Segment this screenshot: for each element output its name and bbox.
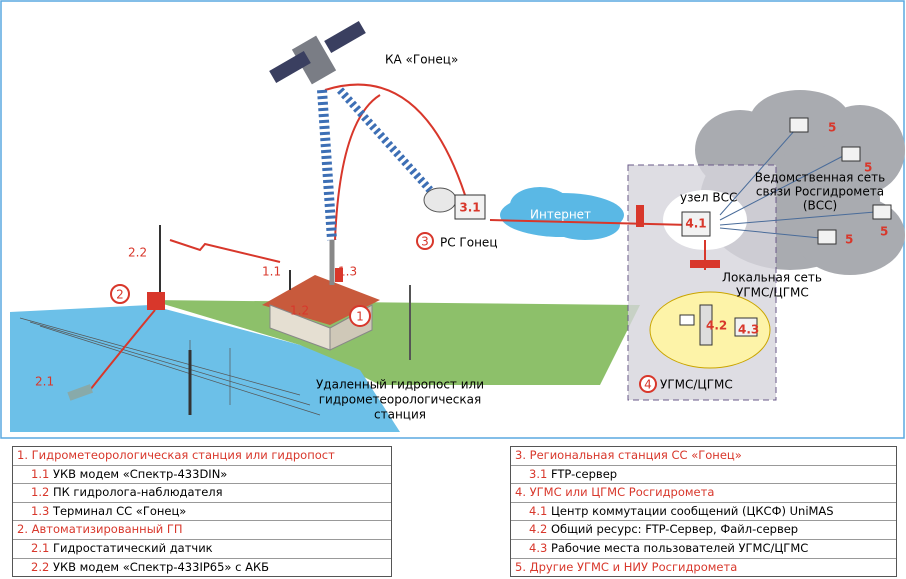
legend-row: 4.2 Общий ресурс: FTP-Сервер, Файл-серве… bbox=[511, 521, 896, 540]
callout: 4.1 bbox=[685, 217, 706, 231]
badge: 4 bbox=[644, 378, 652, 392]
legend-num: 5. bbox=[515, 560, 526, 574]
legend-left: 1. Гидрометеорологическая станция или ги… bbox=[12, 446, 392, 577]
legend-row: 2.1 Гидростатический датчик bbox=[13, 540, 391, 559]
diagram: КА «Гонец» Интернет 3 РС Гонец 3.1 узел … bbox=[0, 0, 906, 440]
legend-num: 4.3 bbox=[529, 541, 547, 555]
legend-text: FTP-сервер bbox=[551, 467, 617, 481]
callout: 1.1 bbox=[262, 265, 281, 279]
page: КА «Гонец» Интернет 3 РС Гонец 3.1 узел … bbox=[0, 0, 906, 579]
legend-num: 4. bbox=[515, 485, 526, 499]
legend-text: Гидрометеорологическая станция или гидро… bbox=[32, 448, 335, 462]
legend-row: 5. Другие УГМС и НИУ Росгидромета bbox=[511, 559, 896, 577]
peer-label: 5 bbox=[880, 225, 888, 239]
peer-label: 5 bbox=[828, 121, 836, 135]
callout: 4.2 bbox=[706, 319, 727, 333]
peer-label: 5 bbox=[845, 233, 853, 247]
switch bbox=[690, 260, 720, 268]
legend-text: Другие УГМС и НИУ Росгидромета bbox=[530, 560, 738, 574]
legend-text: УКВ модем «Спектр-433IP65» с АКБ bbox=[53, 560, 269, 574]
satellite bbox=[269, 21, 366, 84]
legend-num: 1.2 bbox=[31, 485, 49, 499]
wan-label: связи Росгидромета bbox=[756, 185, 884, 199]
legend-text: Рабочие места пользователей УГМС/ЦГМС bbox=[551, 541, 808, 555]
peer-label: 5 bbox=[864, 161, 872, 175]
site-caption: гидрометеорологическая bbox=[319, 393, 481, 407]
legend-row: 3.1 FTP-сервер bbox=[511, 466, 896, 485]
legend-text: Гидростатический датчик bbox=[53, 541, 213, 555]
modem-box bbox=[147, 292, 165, 310]
callout: 3.1 bbox=[459, 201, 480, 215]
callout: 2.2 bbox=[128, 246, 147, 260]
legend-num: 4.1 bbox=[529, 504, 547, 518]
legend-num: 1.3 bbox=[31, 504, 49, 518]
legend-text: Общий ресурс: FTP-Сервер, Файл-сервер bbox=[551, 522, 798, 536]
station-label: РС Гонец bbox=[440, 236, 498, 250]
legend-row: 1. Гидрометеорологическая станция или ги… bbox=[13, 447, 391, 466]
legend-text: Терминал СС «Гонец» bbox=[53, 504, 186, 518]
node-label: узел ВСС bbox=[680, 191, 737, 205]
legend-row: 4.3 Рабочие места пользователей УГМС/ЦГМ… bbox=[511, 540, 896, 559]
legend-row: 2.2 УКВ модем «Спектр-433IP65» с АКБ bbox=[13, 559, 391, 577]
callout: 1.2 bbox=[290, 304, 309, 318]
legend-num: 2.2 bbox=[31, 560, 49, 574]
legend-text: Региональная станция СС «Гонец» bbox=[530, 448, 742, 462]
badge: 3 bbox=[421, 235, 429, 249]
callout: 1.3 bbox=[338, 265, 357, 279]
wan-label: (ВСС) bbox=[803, 199, 837, 213]
legend-row: 1.2 ПК гидролога-наблюдателя bbox=[13, 484, 391, 503]
site-caption: станция bbox=[374, 408, 426, 422]
legend-row: 2. Автоматизированный ГП bbox=[13, 521, 391, 540]
firewall bbox=[636, 205, 644, 227]
internet-label: Интернет bbox=[530, 208, 591, 222]
dish bbox=[424, 188, 456, 212]
callout: 2.1 bbox=[35, 375, 54, 389]
legend-num: 1.1 bbox=[31, 467, 49, 481]
legend-num: 2. bbox=[17, 522, 28, 536]
badge: 2 bbox=[116, 288, 124, 302]
legend-num: 1. bbox=[17, 448, 28, 462]
legend-text: Центр коммутации сообщений (ЦКСФ) UniMAS bbox=[551, 504, 834, 518]
lan-title: УГМС/ЦГМС bbox=[660, 378, 733, 392]
legend-right: 3. Региональная станция СС «Гонец»3.1 FT… bbox=[510, 446, 897, 577]
legend-text: УГМС или ЦГМС Росгидромета bbox=[530, 485, 715, 499]
legend-row: 1.1 УКВ модем «Спектр-433DIN» bbox=[13, 466, 391, 485]
lan-label: Локальная сеть bbox=[722, 271, 822, 285]
callout: 4.3 bbox=[738, 323, 759, 337]
legend-row: 4. УГМС или ЦГМС Росгидромета bbox=[511, 484, 896, 503]
site-caption: Удаленный гидропост или bbox=[316, 378, 484, 392]
legend-row: 1.3 Терминал СС «Гонец» bbox=[13, 503, 391, 522]
legend-text: УКВ модем «Спектр-433DIN» bbox=[53, 467, 227, 481]
legend-num: 3. bbox=[515, 448, 526, 462]
legend-text: ПК гидролога-наблюдателя bbox=[53, 485, 223, 499]
legend-text: Автоматизированный ГП bbox=[32, 522, 183, 536]
legend-num: 2.1 bbox=[31, 541, 49, 555]
legend-num: 4.2 bbox=[529, 522, 547, 536]
legend-row: 3. Региональная станция СС «Гонец» bbox=[511, 447, 896, 466]
lan-label: УГМС/ЦГМС bbox=[736, 286, 809, 300]
beam bbox=[322, 90, 430, 240]
satellite-label: КА «Гонец» bbox=[385, 53, 458, 67]
badge: 1 bbox=[356, 310, 364, 324]
legend-num: 3.1 bbox=[529, 467, 547, 481]
legend-row: 4.1 Центр коммутации сообщений (ЦКСФ) Un… bbox=[511, 503, 896, 522]
